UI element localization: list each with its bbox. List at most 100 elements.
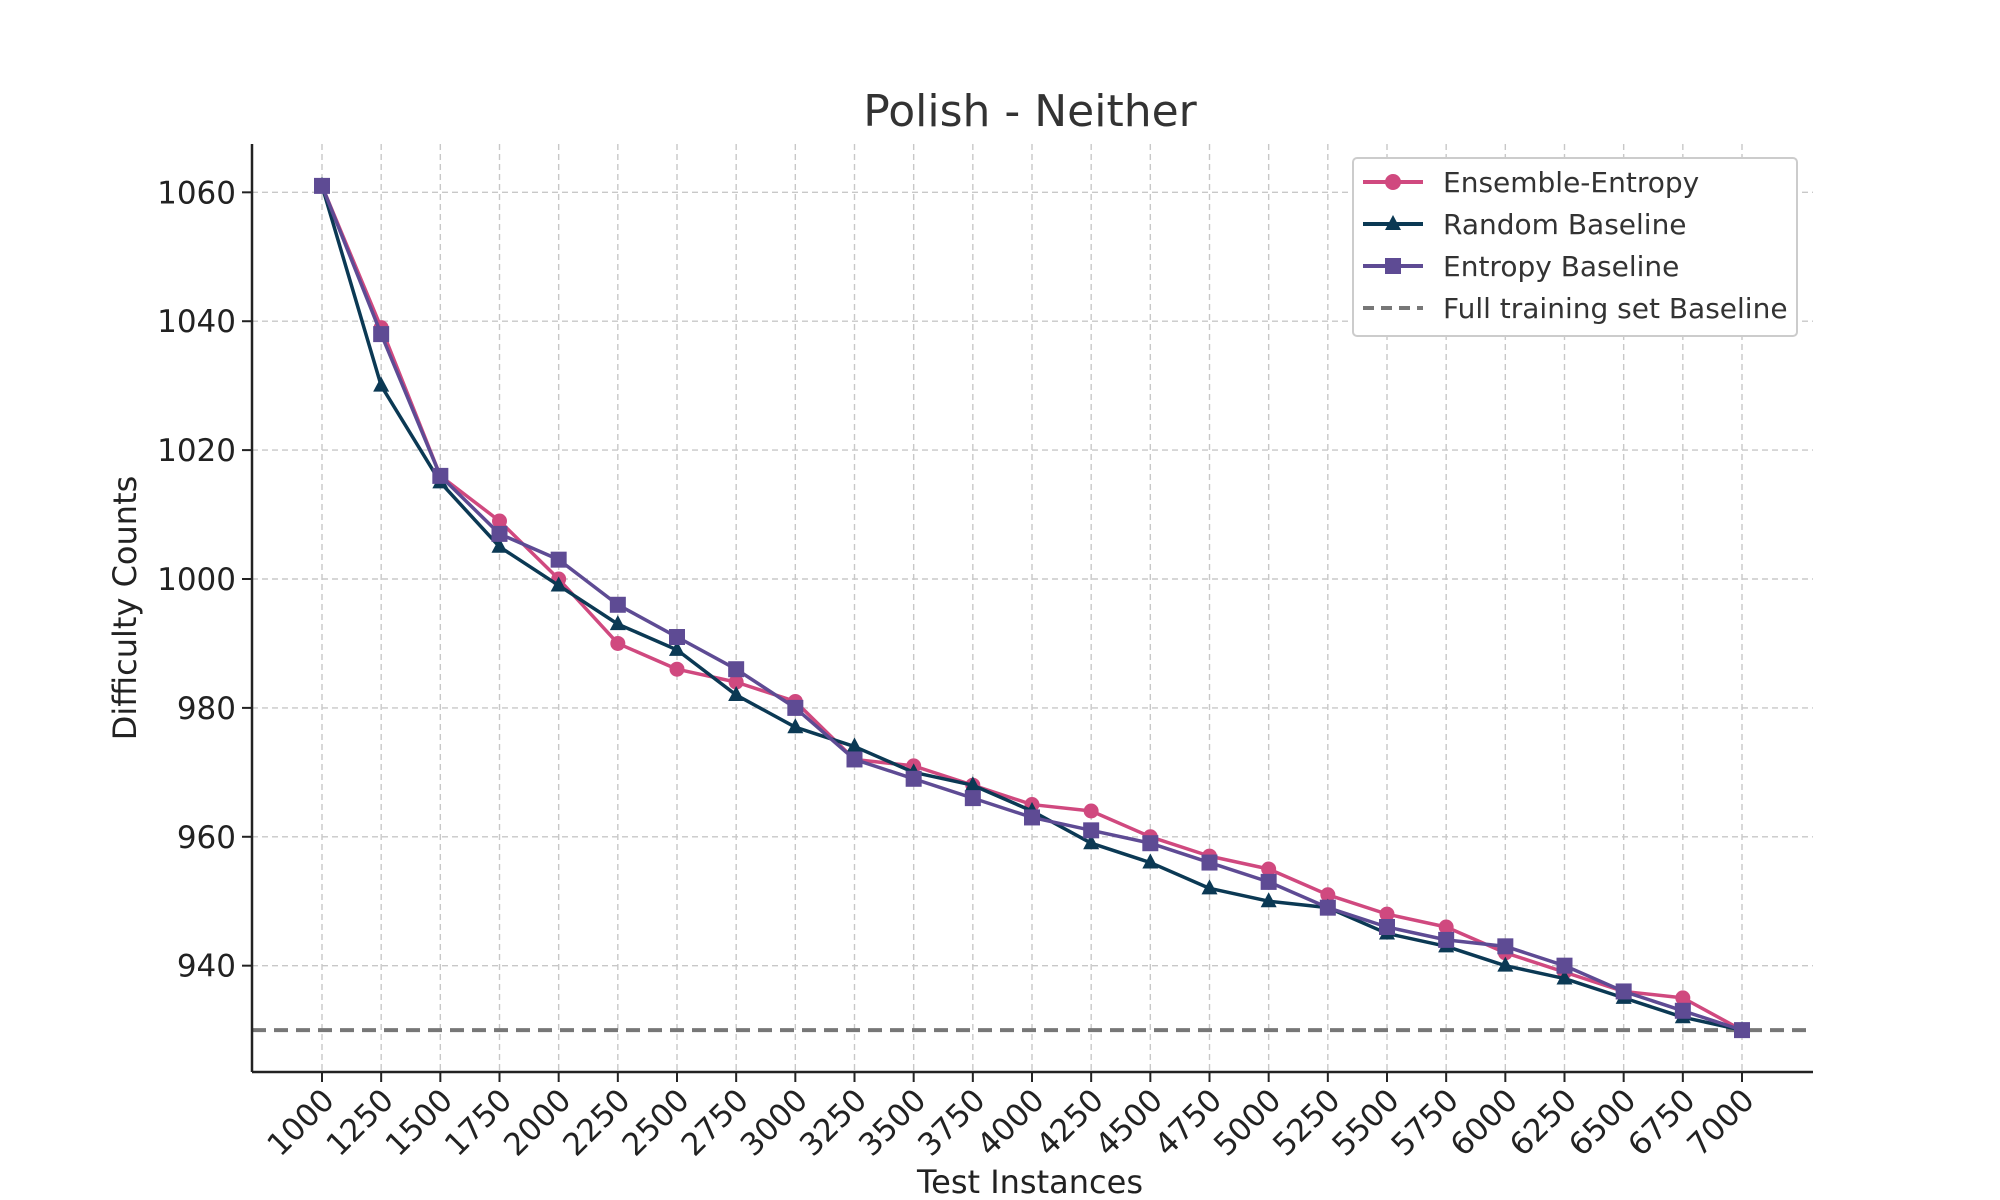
data-point [846, 737, 863, 753]
data-point [1083, 834, 1100, 850]
data-point [1260, 873, 1277, 890]
data-point [1379, 919, 1395, 935]
data-point [787, 718, 804, 734]
data-point [1497, 938, 1514, 955]
y-ticks: 940 960 980 1000 1020 1040 1060 [157, 175, 252, 985]
data-point [373, 376, 390, 392]
data-point [1379, 906, 1395, 922]
data-point [492, 513, 507, 529]
legend-item-entropy-baseline: Entropy Baseline [1363, 250, 1679, 283]
data-point [1497, 956, 1514, 972]
data-point [1674, 1002, 1691, 1019]
data-point [1319, 899, 1336, 916]
data-point [610, 635, 626, 651]
data-point [1438, 919, 1454, 935]
legend-box [1352, 157, 1798, 337]
x-tick-label: 5250 [1266, 1082, 1347, 1163]
data-point [609, 596, 626, 613]
x-tick-label: 2750 [675, 1082, 756, 1163]
data-point [1556, 969, 1573, 985]
data-point [964, 776, 981, 792]
data-point [669, 640, 685, 656]
data-point [550, 576, 567, 592]
data-point [905, 770, 922, 787]
data-point [1261, 861, 1277, 877]
legend: Ensemble-Entropy Random Baseline Entropy… [1352, 157, 1798, 337]
y-tick-label: 1020 [157, 433, 236, 469]
data-point [1556, 957, 1573, 974]
x-tick-label: 4250 [1030, 1082, 1111, 1163]
legend-marker-circle [1385, 174, 1401, 190]
x-tick-label: 3750 [911, 1082, 992, 1163]
data-point [1201, 879, 1218, 895]
data-point [728, 674, 744, 690]
legend-label-random-baseline: Random Baseline [1443, 208, 1687, 241]
data-point [1734, 1022, 1750, 1039]
data-point [1024, 809, 1040, 826]
x-ticks: 1000125015001750200022502500275030003250… [260, 1072, 1762, 1163]
x-tick-label: 3000 [734, 1082, 815, 1163]
x-tick-label: 5750 [1385, 1082, 1466, 1163]
x-tick-label: 4500 [1089, 1082, 1170, 1163]
x-tick-label: 2000 [497, 1082, 578, 1163]
legend-item-ensemble-entropy: Ensemble-Entropy [1363, 166, 1699, 199]
data-point [1201, 854, 1218, 871]
data-point [787, 699, 804, 716]
data-point [964, 790, 981, 807]
x-tick-label: 3500 [852, 1082, 933, 1163]
data-point [669, 661, 685, 677]
data-point [1260, 892, 1277, 908]
x-tick-label: 1750 [438, 1082, 519, 1163]
x-tick-label: 1250 [320, 1082, 401, 1163]
x-tick-label: 4750 [1148, 1082, 1229, 1163]
grid [252, 144, 1813, 1072]
x-axis-label: Test Instances [916, 1163, 1143, 1200]
data-point [1615, 983, 1632, 1000]
data-point [1083, 822, 1100, 839]
legend-item-full-training-set-baseline: Full training set Baseline [1363, 292, 1788, 325]
y-tick-label: 1040 [157, 304, 236, 340]
x-tick-label: 3250 [793, 1082, 874, 1163]
x-tick-label: 6500 [1562, 1082, 1643, 1163]
data-point [491, 537, 508, 553]
data-point [728, 686, 745, 701]
data-point [1675, 990, 1691, 1006]
data-point [314, 177, 330, 194]
series-layer [314, 176, 1750, 1039]
legend-marker-triangle [1385, 215, 1401, 230]
chart-title: Polish - Neither [863, 86, 1197, 137]
data-point [1438, 931, 1455, 948]
data-point [373, 326, 390, 343]
data-point [1083, 803, 1099, 819]
data-point [1320, 887, 1336, 903]
y-tick-label: 940 [177, 949, 236, 985]
x-tick-label: 5500 [1325, 1082, 1406, 1163]
data-point [669, 629, 685, 645]
legend-label-entropy-baseline: Entropy Baseline [1443, 250, 1679, 283]
data-point [432, 467, 449, 484]
x-tick-label: 2250 [556, 1082, 637, 1163]
legend-label-ensemble-entropy: Ensemble-Entropy [1443, 166, 1699, 199]
data-point [1142, 853, 1159, 869]
x-tick-label: 5000 [1207, 1082, 1288, 1163]
x-tick-label: 4000 [970, 1082, 1051, 1163]
legend-label-full-training-set-baseline: Full training set Baseline [1443, 292, 1788, 325]
data-point [550, 551, 567, 568]
y-tick-label: 1060 [157, 175, 236, 211]
data-point [728, 661, 745, 678]
x-tick-label: 6000 [1444, 1082, 1525, 1163]
data-point [491, 525, 508, 542]
x-tick-label: 6250 [1503, 1082, 1584, 1163]
y-tick-label: 980 [177, 691, 236, 727]
x-tick-label: 2500 [615, 1082, 696, 1163]
legend-item-random-baseline: Random Baseline [1363, 208, 1687, 241]
y-axis-label: Difficulty Counts [106, 476, 144, 741]
x-tick-label: 7000 [1680, 1082, 1761, 1163]
data-point [1142, 835, 1159, 852]
data-point [846, 751, 863, 768]
series-entropy-baseline [314, 177, 1750, 1039]
x-tick-label: 6750 [1621, 1082, 1702, 1163]
y-tick-label: 1000 [157, 562, 236, 598]
y-tick-label: 960 [177, 820, 236, 856]
